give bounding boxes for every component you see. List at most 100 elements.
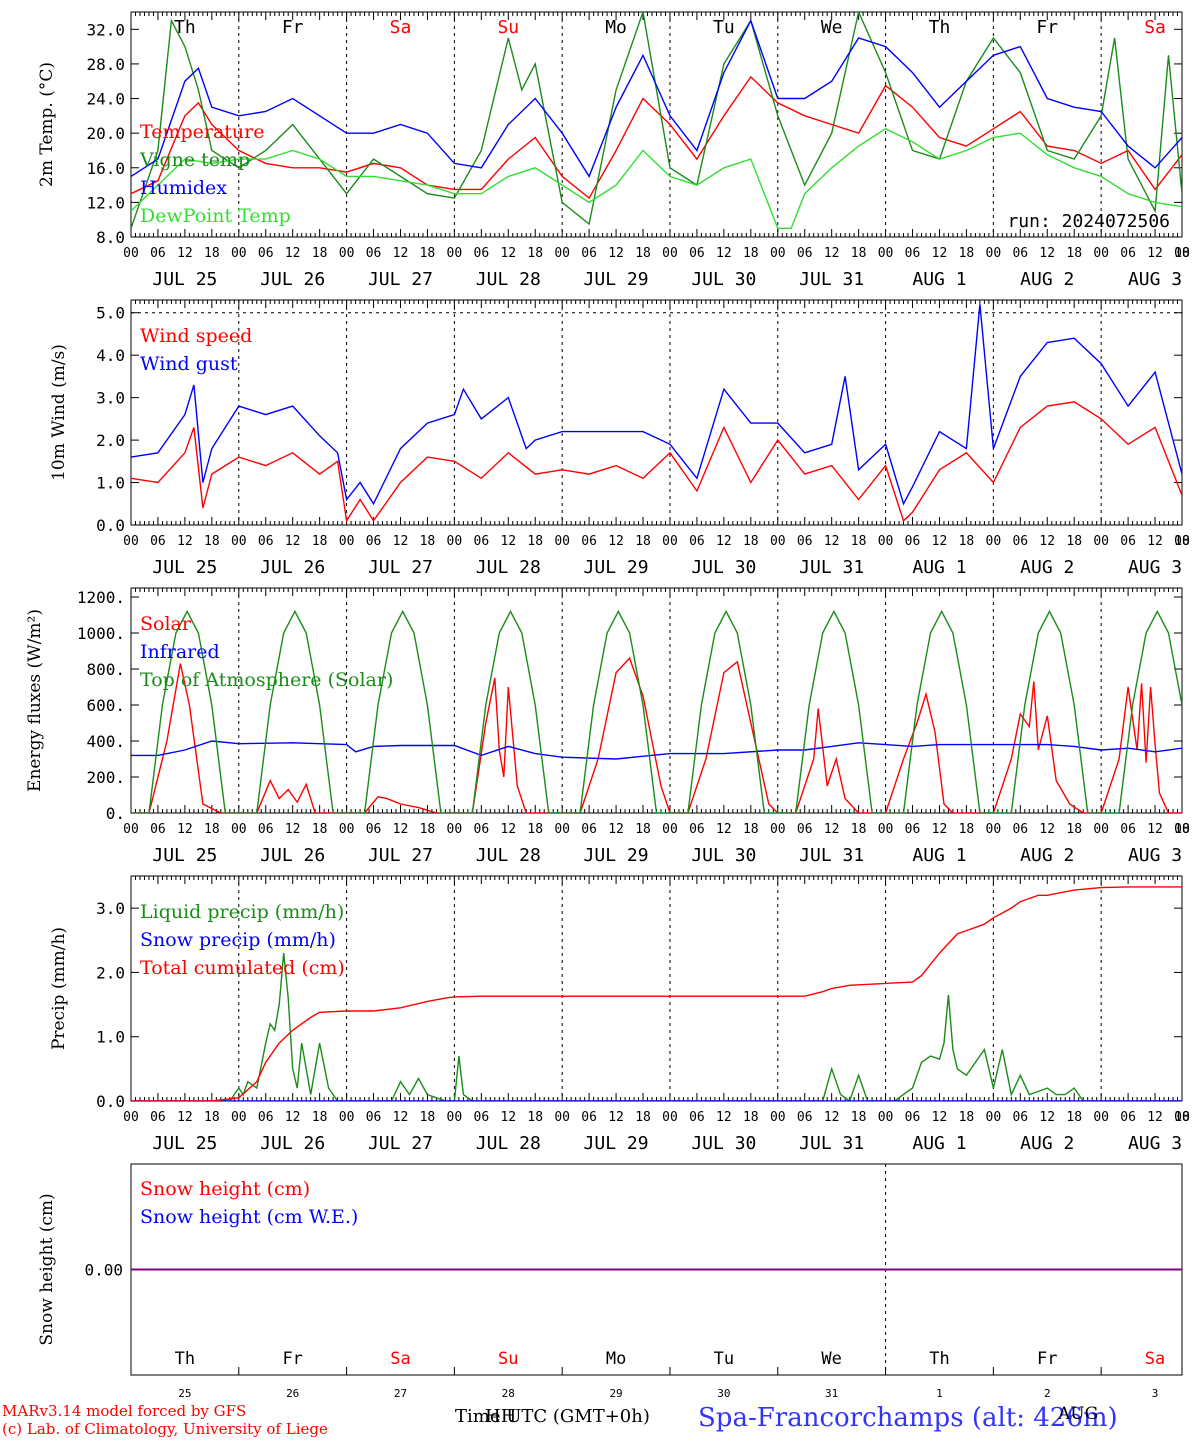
weekday-label: Fr	[282, 17, 304, 38]
hour-tick-label: 12	[285, 1110, 301, 1125]
weekday-label: Sa	[1144, 17, 1166, 38]
hour-tick-label: 06	[1120, 246, 1136, 261]
hour-tick-label: 18	[635, 534, 651, 549]
date-label: JUL 26	[260, 557, 325, 578]
hour-tick-label: 18	[959, 822, 975, 837]
panel-3-ylabel: Energy fluxes (W/m²)	[25, 609, 45, 792]
hour-tick-label: 06	[689, 246, 705, 261]
hour-tick-label: 12	[285, 534, 301, 549]
legend-snow-height-cm-: Snow height (cm)	[140, 1178, 310, 1200]
date-label: JUL 25	[152, 1133, 217, 1154]
hour-tick-label: 06	[1120, 534, 1136, 549]
hour-tick-label: 06	[905, 534, 921, 549]
hour-tick-label: 06	[366, 246, 382, 261]
hour-tick-label: 12	[500, 246, 516, 261]
hour-tick-label: 18	[1174, 534, 1190, 549]
legend-solar: Solar	[140, 613, 192, 635]
hour-tick-label: 12	[1147, 822, 1163, 837]
hour-tick-label: 06	[474, 534, 490, 549]
panel-1-ytick-label: 16.0	[86, 159, 125, 178]
date-label: AUG 2	[1020, 1133, 1074, 1154]
hour-tick-label: 00	[770, 1110, 786, 1125]
hour-tick-label: 18	[204, 246, 220, 261]
date-label: JUL 30	[691, 1133, 756, 1154]
hour-tick-label: 06	[689, 534, 705, 549]
hour-tick-label: 00	[1174, 246, 1190, 261]
hour-tick-label: 12	[932, 1110, 948, 1125]
hour-tick-label: 06	[150, 822, 166, 837]
hour-tick-label: 06	[797, 1110, 813, 1125]
hour-tick-label: 00	[770, 534, 786, 549]
snow-weekday-label: Tu	[714, 1349, 734, 1369]
hour-tick-label: 12	[177, 1110, 193, 1125]
snow-day-number: 28	[502, 1387, 515, 1400]
hour-tick-label: 00	[662, 1110, 678, 1125]
hour-tick-label: 12	[393, 1110, 409, 1125]
weekday-label: Th	[929, 17, 951, 38]
run-label: run: 2024072506	[1007, 211, 1170, 232]
date-label: JUL 28	[476, 1133, 541, 1154]
weekday-label: Th	[174, 17, 196, 38]
model-credit: MARv3.14 model forced by GFS	[2, 1402, 247, 1420]
hour-tick-label: 18	[312, 246, 328, 261]
hour-tick-label: 18	[420, 1110, 436, 1125]
hour-tick-label: 06	[797, 534, 813, 549]
hour-tick-label: 12	[716, 822, 732, 837]
hour-tick-label: 00	[447, 246, 463, 261]
date-label: JUL 31	[799, 845, 864, 866]
hour-tick-label: 12	[716, 1110, 732, 1125]
hour-tick-label: 00	[447, 534, 463, 549]
snow-day-number: 2	[1044, 1387, 1051, 1400]
hour-tick-label: 06	[797, 822, 813, 837]
station-title: Spa-Francorchamps (alt: 426m)	[698, 1403, 1118, 1433]
hour-tick-label: 12	[608, 1110, 624, 1125]
hour-tick-label: 06	[366, 1110, 382, 1125]
hour-tick-label: 06	[1012, 1110, 1028, 1125]
hour-tick-label: 18	[851, 246, 867, 261]
hour-tick-label: 18	[420, 534, 436, 549]
hour-tick-label: 18	[204, 1110, 220, 1125]
date-label: JUL 25	[152, 845, 217, 866]
hour-tick-label: 12	[824, 534, 840, 549]
date-label: JUL 27	[368, 557, 433, 578]
hour-tick-label: 12	[1147, 246, 1163, 261]
date-label: JUL 28	[476, 845, 541, 866]
hour-tick-label: 12	[824, 246, 840, 261]
hour-tick-label: 00	[554, 822, 570, 837]
panel-1-ytick-label: 28.0	[86, 55, 125, 74]
hour-tick-label: 18	[312, 822, 328, 837]
snow-day-number: 29	[609, 1387, 622, 1400]
weekday-label: Su	[497, 17, 519, 38]
hour-tick-label: 00	[1174, 1110, 1190, 1125]
date-label: JUL 26	[260, 269, 325, 290]
series-line-wind-gust	[131, 304, 1182, 506]
overlap-hh: HH	[485, 1406, 517, 1427]
panel-3-ytick-label: 1000.	[77, 624, 125, 643]
hour-tick-label: 18	[312, 1110, 328, 1125]
legend-vigne-temp: Vigne temp	[139, 149, 250, 171]
panel-2-ytick-label: 0.0	[96, 516, 125, 535]
hour-tick-label: 06	[258, 534, 274, 549]
panel-3-ytick-label: 0.	[106, 804, 125, 823]
hour-tick-label: 12	[608, 534, 624, 549]
hour-tick-label: 06	[1012, 246, 1028, 261]
date-label: AUG 3	[1128, 1133, 1182, 1154]
hour-tick-label: 06	[905, 822, 921, 837]
snow-weekday-label: Th	[929, 1349, 949, 1369]
hour-tick-label: 00	[123, 246, 139, 261]
date-label: AUG 1	[912, 269, 966, 290]
panel-3-ytick-label: 400.	[86, 732, 125, 751]
panel-1-ytick-label: 8.0	[96, 228, 125, 247]
hour-tick-label: 06	[689, 1110, 705, 1125]
date-label: JUL 29	[584, 269, 649, 290]
hour-tick-label: 00	[1093, 246, 1109, 261]
hour-tick-label: 12	[500, 534, 516, 549]
hour-tick-label: 18	[743, 822, 759, 837]
hour-tick-label: 06	[689, 822, 705, 837]
date-label: AUG 1	[912, 845, 966, 866]
snow-weekday-label: Fr	[1037, 1349, 1057, 1369]
hour-tick-label: 18	[527, 1110, 543, 1125]
snow-weekday-label: Mo	[606, 1349, 626, 1369]
